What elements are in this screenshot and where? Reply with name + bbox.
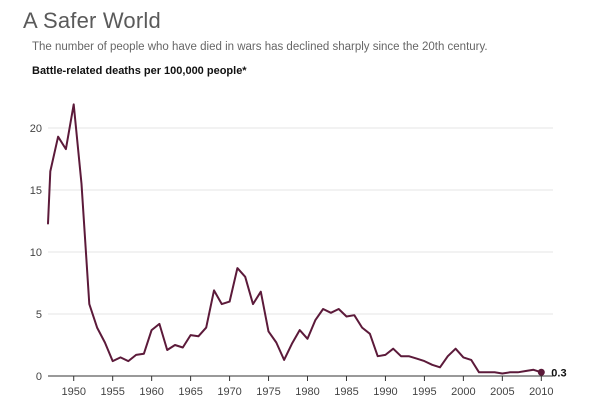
- x-tick-label: 1970: [217, 386, 241, 398]
- y-tick-label: 15: [30, 185, 42, 197]
- y-tick-label: 20: [30, 123, 42, 135]
- x-tick-label: 1965: [178, 386, 202, 398]
- x-tick-label: 1995: [412, 386, 436, 398]
- x-tick-label: 2000: [451, 386, 475, 398]
- end-point-label: 0.3: [551, 367, 566, 379]
- y-tick-label: 5: [36, 309, 42, 321]
- series-line: [47, 103, 543, 375]
- y-tick-label: 10: [30, 247, 42, 259]
- x-tick-label: 1990: [373, 386, 397, 398]
- x-tick-label: 2005: [490, 386, 514, 398]
- x-tick-label: 1985: [334, 386, 358, 398]
- y-tick-label: 0: [36, 371, 42, 383]
- y-axis-label: Battle-related deaths per 100,000 people…: [32, 65, 247, 77]
- x-tick-label: 1975: [256, 386, 280, 398]
- x-tick-label: 1950: [61, 386, 85, 398]
- end-point-marker: [537, 368, 545, 376]
- x-tick-label: 1955: [100, 386, 124, 398]
- x-tick-label: 1960: [139, 386, 163, 398]
- chart-title: A Safer World: [23, 8, 161, 33]
- x-tick-label: 2010: [529, 386, 553, 398]
- chart-subtitle: The number of people who have died in wa…: [32, 41, 488, 53]
- x-tick-label: 1980: [295, 386, 319, 398]
